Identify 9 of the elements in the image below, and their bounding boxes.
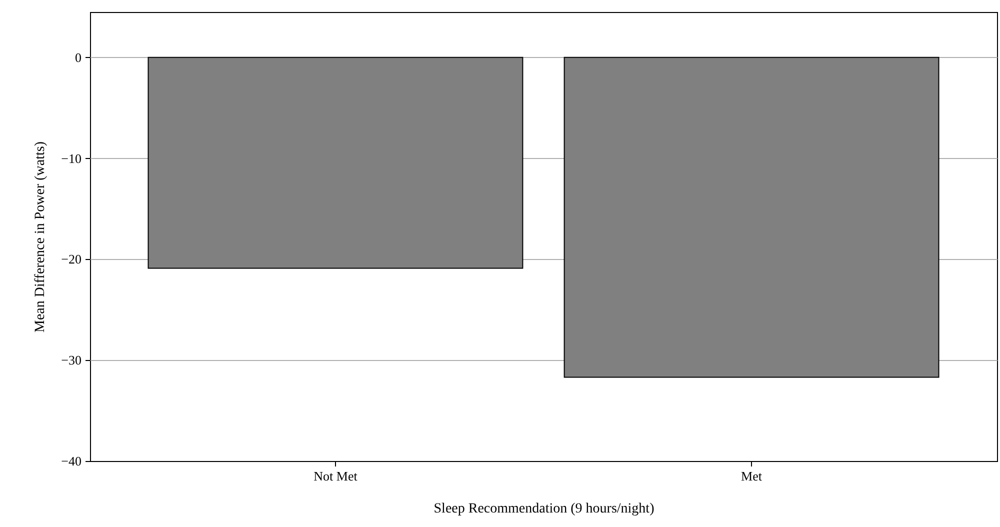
y-tick-label: −40 xyxy=(61,454,82,468)
x-tick-label: Not Met xyxy=(314,468,358,484)
y-tick-label: −20 xyxy=(61,252,82,267)
x-tick-label: Met xyxy=(741,468,762,484)
x-axis-title: Sleep Recommendation (9 hours/night) xyxy=(434,502,655,516)
y-tick-label: −30 xyxy=(61,352,82,368)
y-tick-label: 0 xyxy=(75,50,82,65)
y-tick-label: −10 xyxy=(61,150,82,166)
y-axis-title: Mean Difference in Power (watts) xyxy=(33,141,48,333)
